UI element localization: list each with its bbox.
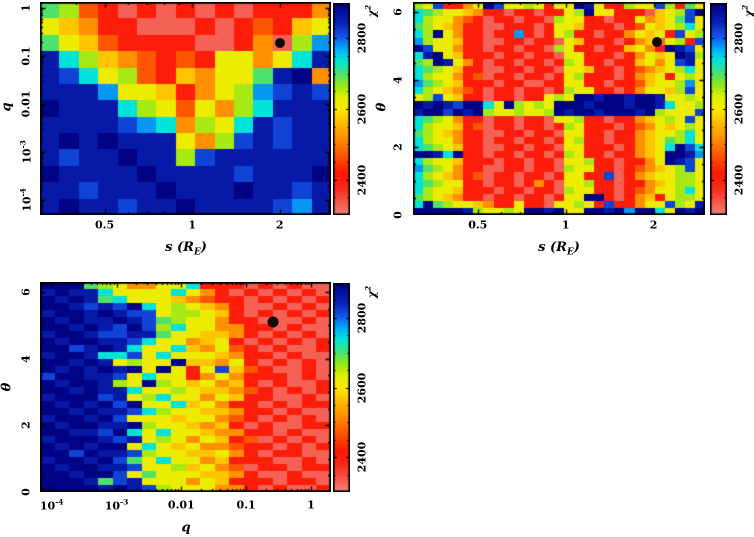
colorbar-title: χ2	[363, 285, 379, 299]
heatmap-q-theta-canvas	[40, 282, 331, 492]
colorbar-title: χ2	[363, 4, 379, 18]
y-tick-label: 6	[19, 288, 33, 296]
x-tick-label: 1	[307, 498, 315, 512]
y-tick-label: 4	[19, 354, 33, 363]
y-axis-label: θ	[374, 102, 390, 112]
colorbar-title: χ2	[740, 4, 754, 17]
colorbar-q-theta-canvas	[333, 283, 350, 492]
x-tick-label: 2	[649, 218, 658, 232]
heatmap-s-q-canvas	[40, 2, 331, 215]
y-axis-label: q	[0, 102, 15, 112]
x-axis-label: q	[181, 520, 191, 536]
x-tick-label: 1	[561, 218, 570, 232]
best-fit-marker	[274, 37, 285, 48]
x-tick-label: 10-3	[104, 497, 129, 513]
y-tick-label: 10-3	[18, 140, 34, 164]
x-axis-label: s (RE)	[538, 239, 580, 258]
colorbar-tick-label: 2800	[355, 23, 369, 54]
x-tick-label: 0.5	[468, 218, 488, 232]
y-tick-label: 0.01	[19, 90, 33, 118]
colorbar-tick-label: 2800	[355, 302, 369, 334]
y-tick-label: 0	[391, 211, 405, 219]
x-tick-label: 0.01	[167, 498, 195, 512]
best-fit-marker	[652, 36, 663, 47]
x-axis-label: s (RE)	[165, 239, 207, 258]
colorbar-s-theta-canvas	[710, 3, 727, 215]
x-tick-label: 2	[275, 218, 284, 232]
y-tick-label: 6	[391, 8, 405, 16]
colorbar-tick-label: 2600	[355, 372, 369, 403]
x-tick-label: 0.5	[94, 218, 115, 232]
colorbar-tick-label: 2800	[732, 23, 746, 54]
y-tick-label: 0.1	[19, 46, 33, 66]
x-tick-label: 0.1	[236, 498, 256, 512]
y-tick-label: 0	[19, 488, 33, 496]
colorbar-tick-label: 2600	[355, 93, 369, 125]
x-tick-label: 1	[188, 218, 196, 232]
heatmap-s-theta-canvas	[413, 2, 705, 215]
colorbar-tick-label: 2600	[732, 93, 746, 125]
colorbar-tick-label: 2400	[355, 441, 369, 473]
y-axis-label: θ	[0, 382, 15, 392]
x-tick-label: 10-4	[39, 497, 64, 513]
best-fit-marker	[267, 316, 279, 328]
y-tick-label: 10-4	[18, 188, 34, 212]
y-tick-label: 2	[391, 143, 405, 152]
y-tick-label: 2	[19, 421, 33, 430]
colorbar-tick-label: 2400	[355, 164, 369, 195]
y-tick-label: 4	[391, 75, 405, 84]
y-tick-label: 1	[19, 4, 33, 12]
colorbar-tick-label: 2400	[732, 164, 746, 195]
colorbar-s-q-canvas	[333, 3, 350, 215]
